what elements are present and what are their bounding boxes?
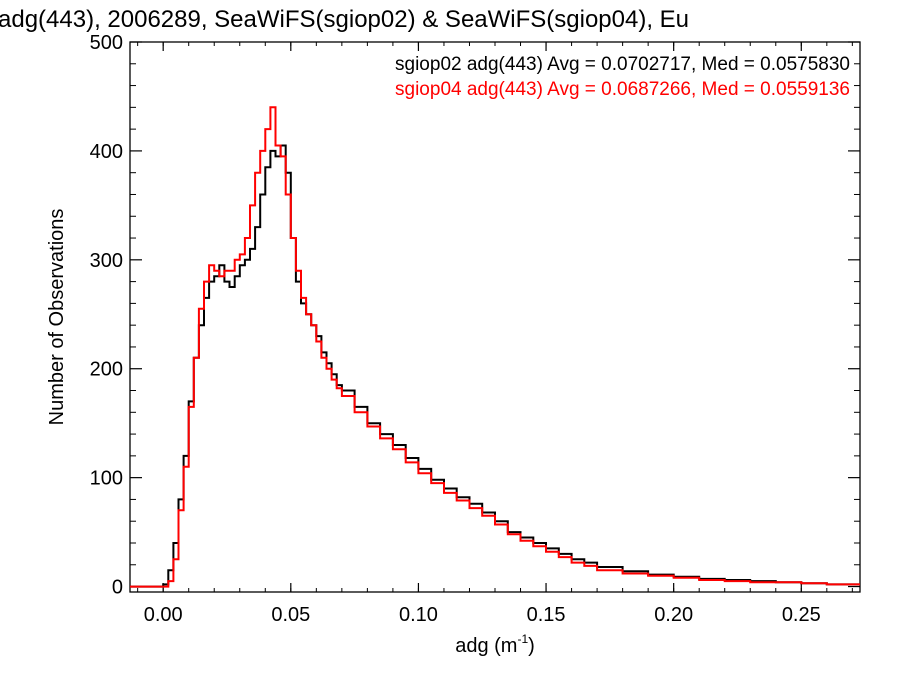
chart-title: adg(443), 2006289, SeaWiFS(sgiop02) & Se… [0, 6, 689, 33]
x-tick-label: 0.10 [399, 604, 438, 626]
x-tick-label: 0.15 [527, 604, 566, 626]
series-line-sgiop02 [130, 144, 860, 588]
x-tick-label: 0.00 [144, 604, 183, 626]
y-ticks: 0 100 200 300 400 500 [90, 32, 860, 599]
legend-entry-sgiop02: sgiop02 adg(443) Avg = 0.0702717, Med = … [395, 54, 850, 75]
y-tick-label: 500 [90, 32, 123, 54]
y-tick-label: 300 [90, 250, 123, 272]
y-axis-label: Number of Observations [46, 209, 68, 426]
x-tick-label: 0.25 [782, 604, 821, 626]
x-ticks: 0.00 0.05 0.10 0.15 0.20 0.25 [137, 42, 853, 626]
x-axis-label: adg (m-1) [455, 632, 535, 657]
series-line-sgiop04 [130, 106, 860, 588]
x-tick-label: 0.20 [654, 604, 693, 626]
x-tick-label: 0.05 [271, 604, 310, 626]
y-tick-label: 0 [112, 577, 123, 599]
series-layer [130, 106, 860, 588]
y-tick-label: 100 [90, 468, 123, 490]
plot-frame [129, 41, 861, 593]
legend-entry-sgiop04: sgiop04 adg(443) Avg = 0.0687266, Med = … [395, 79, 850, 100]
y-tick-label: 400 [90, 141, 123, 163]
y-tick-label: 200 [90, 359, 123, 381]
